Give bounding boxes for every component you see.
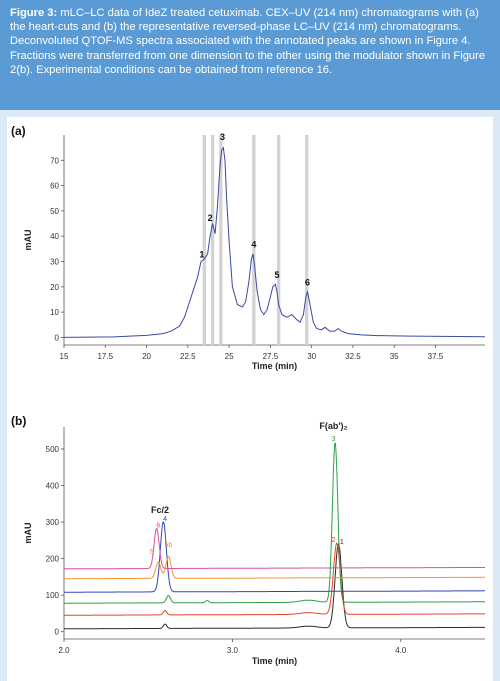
y-tick-label: 10 xyxy=(50,308,59,317)
plot-area: (a) 15 17.5 20 22.5 25 27.5 30 32.5 35 37.5 0 10 20 30… xyxy=(7,117,493,681)
figure-label: Figure 3: xyxy=(10,7,58,19)
x-tick-label: 27.5 xyxy=(263,352,279,361)
y-tick-label: 40 xyxy=(50,232,59,241)
x-tick-label: 20 xyxy=(142,352,151,361)
rplc-trace xyxy=(64,543,485,630)
y-axis-label: mAU xyxy=(23,229,33,250)
rplc-trace xyxy=(64,541,485,616)
heartcut-band xyxy=(252,135,256,345)
x-axis-label: Time (min) xyxy=(252,656,297,666)
figure-caption: Figure 3: mLC–LC data of IdeZ treated ce… xyxy=(0,0,500,110)
peak-label: 1 xyxy=(340,539,344,546)
peak-label: 2 xyxy=(331,537,335,544)
figure-caption-text: mLC–LC data of IdeZ treated cetuximab. C… xyxy=(10,7,486,76)
heartcut-band xyxy=(276,135,281,345)
y-tick-label: 30 xyxy=(50,258,59,267)
y-tick-label: 200 xyxy=(46,555,60,564)
peak-label: 1 xyxy=(199,250,204,260)
peak-label: 5 xyxy=(274,270,279,280)
y-tick-label: 60 xyxy=(50,182,59,191)
y-tick-label: 400 xyxy=(46,481,60,490)
y-tick-label: 500 xyxy=(46,445,60,454)
x-tick-label: 3.0 xyxy=(227,646,239,655)
chromatogram-line xyxy=(63,146,486,338)
x-tick-label: 30 xyxy=(307,352,316,361)
x-tick-label: 15 xyxy=(60,352,69,361)
heartcut-band xyxy=(202,135,206,345)
x-tick-label: 32.5 xyxy=(345,352,361,361)
y-tick-label: 100 xyxy=(46,591,60,600)
peak-label: 5b xyxy=(165,542,173,549)
x-tick-label: 17.5 xyxy=(97,352,113,361)
rplc-trace xyxy=(64,521,485,593)
heartcut-band xyxy=(305,135,309,345)
peak-label: 4 xyxy=(163,516,167,523)
chart-b: (b) 2.0 3.0 4.0 0 100 200 300 400 500 Time (min) mA… xyxy=(11,414,485,666)
y-tick-label: 70 xyxy=(50,156,59,165)
rplc-trace xyxy=(64,555,485,580)
x-tick-label: 4.0 xyxy=(395,646,407,655)
peak-label: Fc/2 xyxy=(151,505,169,515)
chart-a: (a)15 17.5 20 22.5 25 27.5 30 32.5 35 37.50102030… xyxy=(11,124,486,371)
x-tick-label: 2.0 xyxy=(58,646,70,655)
y-tick-label: 20 xyxy=(50,283,59,292)
y-tick-label: 50 xyxy=(50,207,59,216)
x-tick-label: 37.5 xyxy=(428,352,444,361)
heartcut-band xyxy=(219,135,223,345)
heartcut-band xyxy=(210,135,215,345)
panel-label: (b) xyxy=(11,414,26,428)
x-tick-label: 25 xyxy=(225,352,234,361)
chart-figure: (a)15 17.5 20 22.5 25 27.5 30 32.5 35 37.50102030… xyxy=(11,124,486,666)
y-tick-label: 300 xyxy=(46,518,60,527)
peak-label: 3 xyxy=(331,436,335,443)
x-tick-label: 22.5 xyxy=(180,352,196,361)
peak-label: 5 xyxy=(150,549,154,556)
rplc-trace xyxy=(64,442,485,604)
peak-label: 6 xyxy=(305,278,310,288)
peak-label: F(ab′)₂ xyxy=(319,421,347,431)
figure-panel: (a) 15 17.5 20 22.5 25 27.5 30 32.5 35 37.5 0 10 20 30… xyxy=(0,110,500,681)
y-tick-label: 0 xyxy=(55,628,60,637)
panel-label: (a) xyxy=(11,124,26,138)
x-axis-label: Time (min) xyxy=(252,361,297,371)
x-tick-label: 35 xyxy=(390,352,399,361)
peak-label: 3 xyxy=(220,132,225,142)
rplc-trace xyxy=(64,528,485,570)
y-tick-label: 0 xyxy=(55,333,60,342)
y-axis-label: mAU xyxy=(23,522,33,543)
peak-label: 4 xyxy=(251,240,256,250)
peak-label: 2 xyxy=(208,213,213,223)
peak-label: 6 xyxy=(156,523,160,530)
